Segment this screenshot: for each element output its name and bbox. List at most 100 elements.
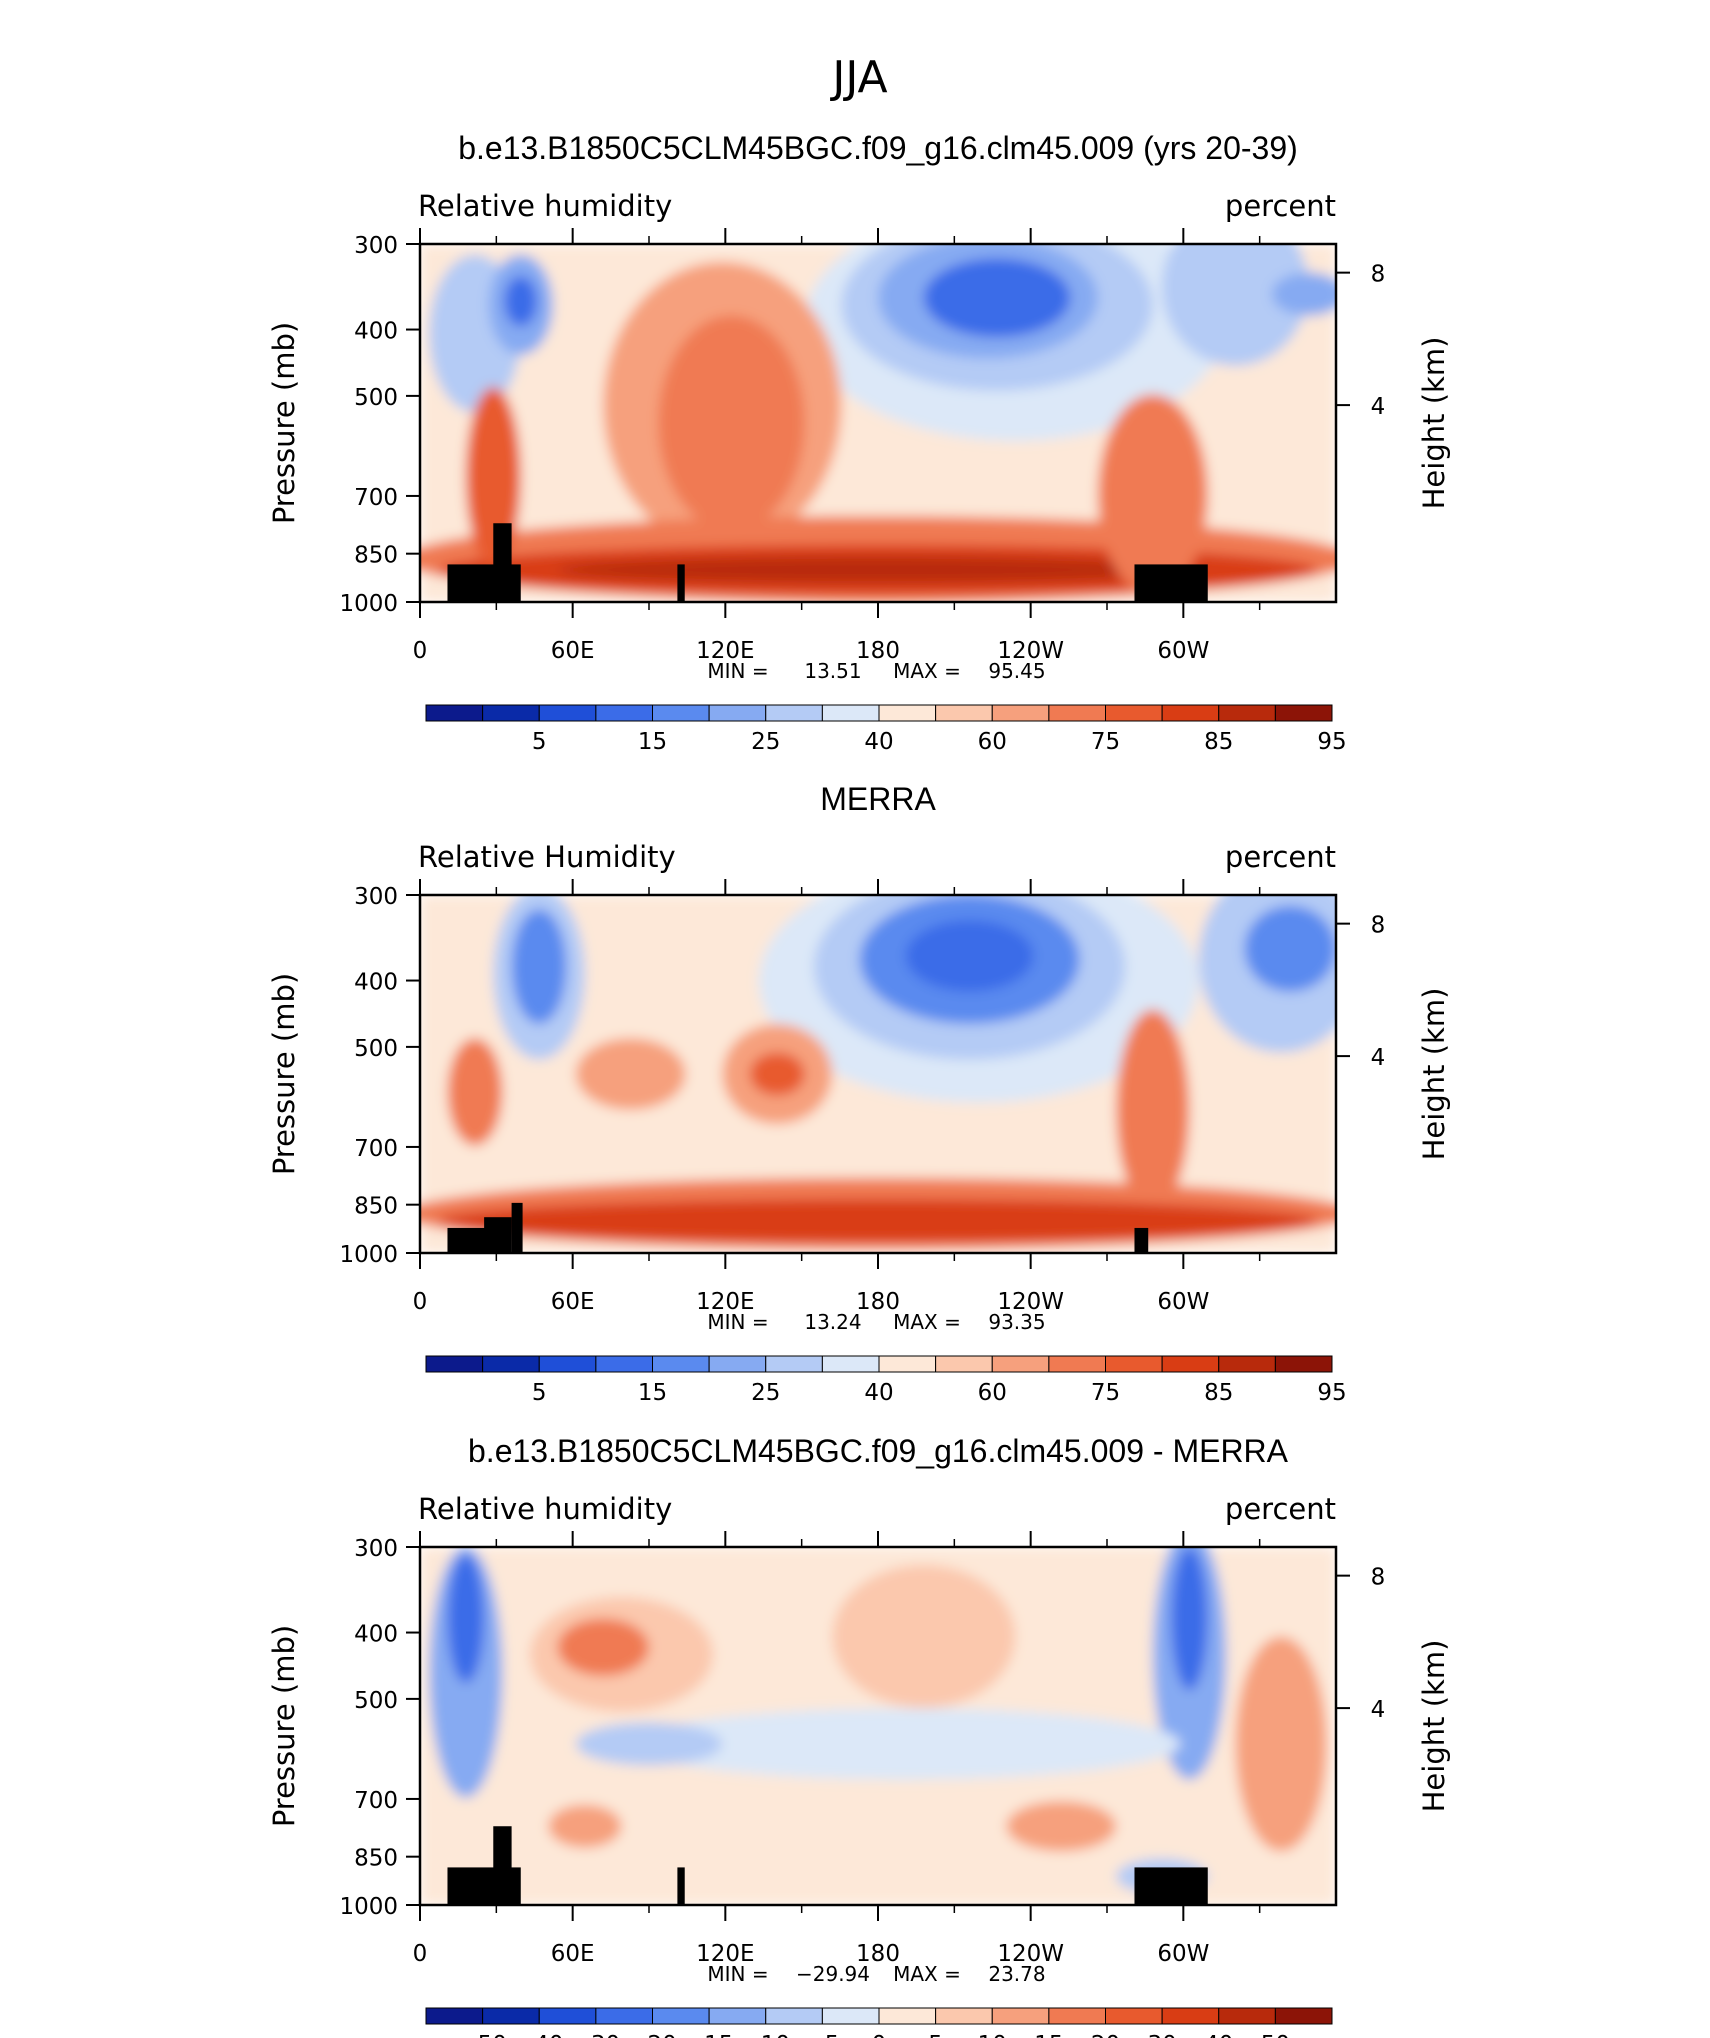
colorbar-swatch bbox=[482, 704, 540, 722]
chart-panel-3: b.e13.B1850C5CLM45BGC.f09_g16.clm45.009 … bbox=[267, 1433, 1451, 2038]
colorbar-label: 60 bbox=[978, 729, 1007, 755]
colorbar-swatch bbox=[595, 2007, 653, 2025]
colorbar-swatch bbox=[595, 1355, 653, 1373]
y-tick-label: 1000 bbox=[339, 1242, 398, 1268]
variable-label: Relative Humidity bbox=[418, 840, 676, 874]
topography-mask bbox=[1134, 1867, 1208, 1905]
x-tick-label: 120W bbox=[997, 1941, 1064, 1967]
colorbar-swatch bbox=[1105, 704, 1163, 722]
colorbar-swatch bbox=[482, 2007, 540, 2025]
x-tick-label: 120W bbox=[997, 1289, 1064, 1315]
colorbar-swatch bbox=[652, 2007, 710, 2025]
topography-mask bbox=[677, 564, 685, 602]
variable-label: Relative humidity bbox=[418, 1492, 672, 1526]
x-tick-label: 180 bbox=[856, 1289, 900, 1315]
colorbar-swatch bbox=[595, 704, 653, 722]
y-tick-label: 500 bbox=[354, 1036, 398, 1062]
variable-label: Relative humidity bbox=[418, 189, 672, 223]
colorbar-label: 5 bbox=[532, 729, 547, 755]
contour-region bbox=[447, 1038, 503, 1146]
contour-region bbox=[504, 276, 538, 327]
max-value: 95.45 bbox=[988, 659, 1045, 683]
contour-region bbox=[658, 315, 805, 531]
colorbar-label: 85 bbox=[1204, 729, 1233, 755]
max-label: MAX = bbox=[893, 1962, 961, 1986]
colorbar-label: 20 bbox=[1091, 2032, 1120, 2038]
right-tick-label: 8 bbox=[1371, 1565, 1386, 1591]
y-tick-label: 700 bbox=[354, 1788, 398, 1814]
colorbar-label: 95 bbox=[1317, 1380, 1346, 1406]
colorbar-label: 75 bbox=[1091, 1380, 1120, 1406]
contour-region bbox=[511, 909, 567, 1024]
colorbar-swatch bbox=[991, 2007, 1050, 2025]
colorbar-swatch bbox=[1105, 1355, 1163, 1373]
colorbar-label: 95 bbox=[1317, 729, 1346, 755]
colorbar-swatch bbox=[482, 1355, 540, 1373]
colorbar-label: 15 bbox=[638, 729, 667, 755]
colorbar-label: 15 bbox=[638, 1380, 667, 1406]
y-tick-label: 300 bbox=[354, 1536, 398, 1562]
colorbar-swatch bbox=[765, 704, 823, 722]
y-tick-label: 400 bbox=[354, 970, 398, 996]
min-label: MIN = bbox=[707, 1962, 768, 1986]
contour-region bbox=[1116, 1009, 1190, 1211]
max-value: 23.78 bbox=[988, 1962, 1045, 1986]
y-axis-label: Pressure (mb) bbox=[267, 1625, 301, 1827]
figure-title: JJA bbox=[829, 52, 887, 103]
x-tick-label: 60E bbox=[551, 638, 595, 664]
colorbar-swatch bbox=[425, 2007, 484, 2025]
contour-region bbox=[1006, 1801, 1117, 1852]
min-value: 13.24 bbox=[804, 1310, 861, 1334]
colorbar-swatch bbox=[1105, 2007, 1163, 2025]
topography-mask bbox=[484, 1217, 512, 1253]
y-tick-label: 300 bbox=[354, 233, 398, 259]
x-tick-label: 0 bbox=[413, 1941, 428, 1967]
contour-region bbox=[1244, 905, 1336, 992]
contour-region bbox=[557, 557, 1199, 583]
topography-mask bbox=[493, 523, 512, 602]
colorbar-label: 40 bbox=[864, 1380, 893, 1406]
colorbar-swatch bbox=[1218, 1355, 1276, 1373]
colorbar-swatch bbox=[765, 2007, 823, 2025]
contour-region bbox=[832, 1564, 1016, 1709]
contour-region bbox=[557, 1618, 649, 1676]
colorbar-swatch bbox=[1161, 704, 1220, 722]
colorbar-label: −50 bbox=[458, 2032, 507, 2038]
max-label: MAX = bbox=[893, 659, 961, 683]
y-tick-label: 700 bbox=[354, 1136, 398, 1162]
colorbar-swatch bbox=[878, 2007, 937, 2025]
colorbar-swatch bbox=[1048, 1355, 1106, 1373]
y-tick-label: 400 bbox=[354, 319, 398, 345]
x-tick-label: 120E bbox=[696, 1941, 754, 1967]
contour-region bbox=[465, 387, 521, 567]
y-tick-label: 500 bbox=[354, 385, 398, 411]
contour-region bbox=[1161, 244, 1309, 366]
right-tick-label: 4 bbox=[1371, 394, 1386, 420]
x-tick-label: 60W bbox=[1157, 638, 1209, 664]
x-tick-label: 120W bbox=[997, 638, 1064, 664]
colorbar-label: 75 bbox=[1091, 729, 1120, 755]
topography-mask bbox=[493, 1826, 512, 1905]
colorbar-swatch bbox=[1048, 704, 1106, 722]
right-tick-label: 8 bbox=[1371, 262, 1386, 288]
units-label: percent bbox=[1225, 840, 1336, 874]
contour-region bbox=[923, 258, 1071, 338]
colorbar-swatch bbox=[652, 704, 710, 722]
colorbar-label: 25 bbox=[751, 1380, 780, 1406]
x-tick-label: 60E bbox=[551, 1941, 595, 1967]
y-tick-label: 1000 bbox=[339, 591, 398, 617]
contour-field bbox=[420, 1547, 1336, 1905]
x-tick-label: 120E bbox=[696, 1289, 754, 1315]
y-tick-label: 300 bbox=[354, 884, 398, 910]
chart-panel-1: b.e13.B1850C5CLM45BGC.f09_g16.clm45.009 … bbox=[267, 130, 1451, 755]
colorbar-label: 10 bbox=[978, 2032, 1007, 2038]
right-tick-label: 4 bbox=[1371, 1045, 1386, 1071]
colorbar-label: 40 bbox=[864, 729, 893, 755]
colorbar-swatch bbox=[425, 704, 484, 722]
colorbar-swatch bbox=[538, 1355, 597, 1373]
colorbar-swatch bbox=[1161, 2007, 1220, 2025]
contour-region bbox=[1097, 394, 1208, 595]
colorbar-label: −15 bbox=[685, 2032, 734, 2038]
colorbar-label: 15 bbox=[1034, 2032, 1063, 2038]
